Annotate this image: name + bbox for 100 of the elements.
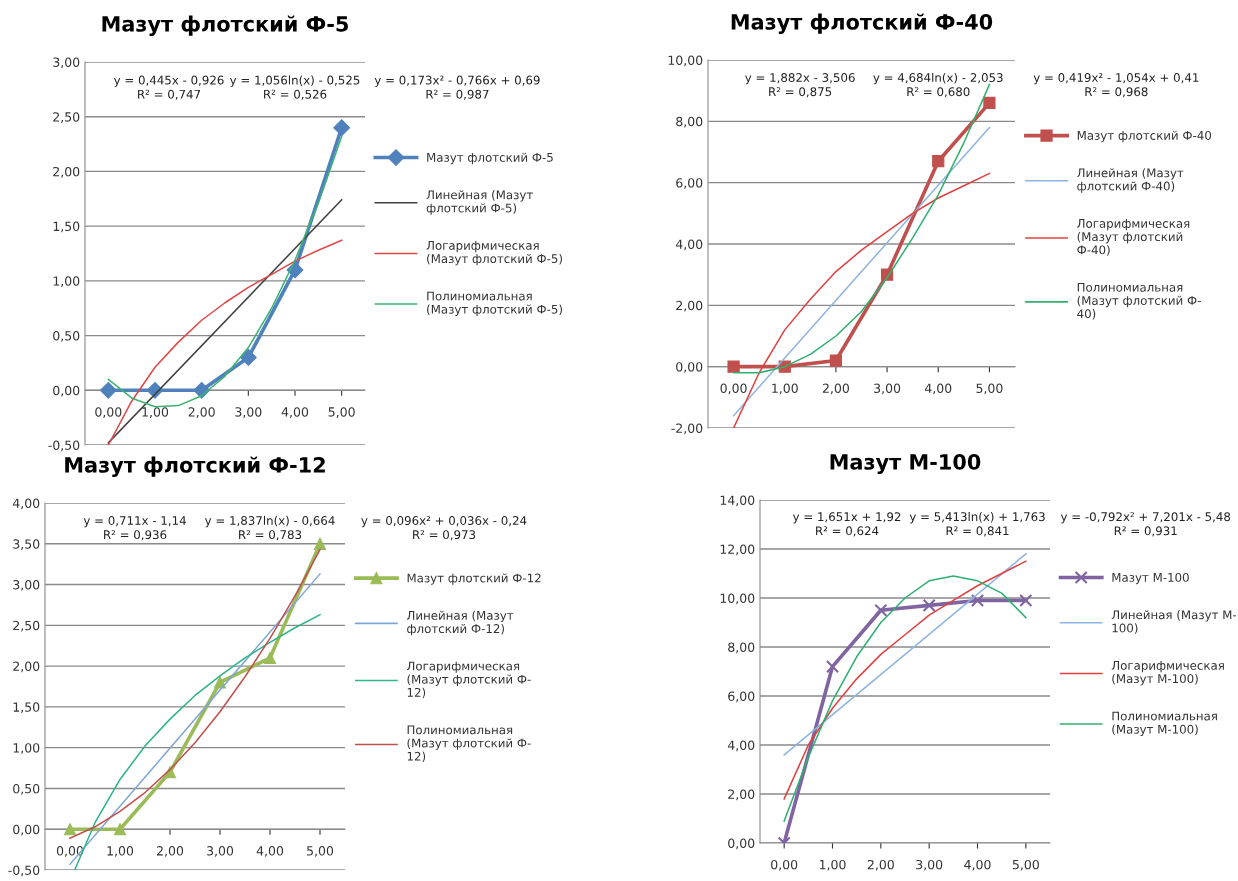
text: y = 0,419x² - 1,054x + 0,41 R² = 0,968 — [1033, 73, 1199, 98]
point — [239, 349, 257, 366]
point — [932, 155, 945, 168]
x-tick-label: 5,00 — [976, 383, 1003, 395]
annotation: y = 1,837ln(x) - 0,664 R² = 0,783 — [205, 515, 335, 541]
x-tick-label: 5,00 — [1012, 859, 1039, 871]
point — [213, 676, 227, 689]
chart-title: Мазут флотский Ф-5 — [102, 15, 348, 36]
y-tick-label: 6,00 — [676, 178, 703, 189]
legend-label: Линейная (Мазут флотский Ф-40) — [1077, 168, 1184, 193]
chart-title: Мазут М-100 — [830, 453, 981, 474]
point — [874, 603, 888, 617]
annotation: y = 1,056ln(x) - 0,525 R² = 0,526 — [230, 75, 360, 100]
point — [970, 593, 985, 608]
point — [113, 823, 127, 836]
x-tick-label: 3,00 — [874, 383, 901, 395]
annotation: y = 1,651x + 1,92 R² = 0,624 — [792, 512, 901, 537]
point — [829, 354, 843, 367]
x-tick-label: 2,00 — [188, 407, 215, 418]
x-tick-label: 0,00 — [95, 407, 122, 418]
y-tick-label: 1,50 — [53, 221, 80, 233]
point — [63, 823, 77, 836]
legend-label: Мазут флотский Ф-5 — [427, 152, 553, 165]
point — [922, 598, 936, 612]
chart-title: Мазут флотский Ф-12 — [65, 456, 325, 477]
point — [1019, 593, 1033, 608]
y-tick-label: 2,50 — [53, 112, 80, 123]
y-tick-label: 8,00 — [676, 116, 703, 128]
y-tick-label: 0,50 — [53, 331, 80, 342]
y-tick-label: 0,50 — [13, 783, 40, 795]
x-tick-label: 5,00 — [307, 846, 334, 857]
annotation: y = 5,413ln(x) + 1,763 R² = 0,841 — [909, 512, 1045, 537]
point — [99, 381, 117, 399]
x-tick-label: 1,00 — [819, 859, 846, 871]
text: y = 0,173x² - 0,766x + 0,69 R² = 0,987 — [374, 75, 540, 100]
chart-title: Мазут флотский Ф-40 — [731, 13, 993, 34]
legend-label: Логарифмическая (Мазут флотский Ф-40) — [1077, 219, 1190, 256]
x-tick-label: 1,00 — [142, 407, 169, 418]
legend-label: Полиномиальная (Мазут флотский Ф- 40) — [1077, 282, 1201, 320]
point — [727, 360, 740, 373]
legend-label: Линейная (Мазут флотский Ф-12) — [406, 610, 514, 636]
x-tick-label: 2,00 — [867, 859, 894, 871]
y-tick-label: 4,00 — [727, 740, 755, 752]
x-tick-label: 3,00 — [235, 407, 262, 418]
point — [263, 651, 277, 665]
y-tick-label: 2,50 — [13, 620, 40, 632]
y-tick-label: 1,50 — [13, 702, 40, 714]
text: y = -0,792x² + 7,201x - 5,48 R² = 0,931 — [1060, 512, 1231, 537]
legend-label: Логарифмическая (Мазут флотский Ф- 12) — [406, 661, 531, 699]
legend-label: Логарифмическая (Мазут флотский Ф-5) — [426, 241, 562, 266]
y-tick-label: 10,00 — [668, 55, 703, 67]
y-tick-label: 6,00 — [728, 691, 755, 703]
point — [333, 119, 351, 137]
x-tick-label: 3,00 — [207, 846, 234, 857]
y-tick-label: 1,00 — [53, 276, 80, 288]
legend-label: Мазут флотский Ф-12 — [407, 573, 541, 585]
y-tick-label: 3,00 — [13, 580, 40, 591]
x-tick-label: 1,00 — [107, 846, 134, 857]
legend-label: Линейная (Мазут М- 100) — [1111, 610, 1237, 634]
x-tick-label: 4,00 — [964, 859, 991, 871]
legend-label: Полиномиальная (Мазут флотский Ф-5) — [427, 291, 562, 316]
annotation: y = 0,711x - 1,14 R² = 0,936 — [83, 516, 186, 541]
y-tick-label: 14,00 — [720, 495, 755, 507]
annotation: y = 1,882x - 3,506 R² = 0,875 — [745, 73, 855, 98]
y-tick-label: 2,00 — [53, 166, 80, 178]
legend-label: Линейная (Мазут флотский Ф-5) — [426, 190, 533, 215]
y-tick-label: 10,00 — [720, 593, 755, 605]
text: y = 0,096x² + 0,036x - 0,24 R² = 0,973 — [361, 516, 527, 541]
x-tick-label: 0,00 — [771, 859, 798, 871]
y-tick-label: 3,50 — [13, 539, 40, 550]
x-tick-label: 3,00 — [916, 859, 943, 871]
legend-label: Мазут М-100 — [1112, 572, 1189, 585]
x-tick-label: 1,00 — [772, 383, 798, 395]
legend-label: Мазут флотский Ф-40 — [1077, 130, 1212, 143]
legend-label: Полиномиальная (Мазут флотский Ф- 12) — [407, 725, 531, 763]
x-tick-label: 2,00 — [157, 846, 184, 857]
y-tick-label: 4,00 — [675, 239, 703, 251]
x-tick-label: 5,00 — [328, 407, 355, 418]
legend-label: Логарифмическая (Мазут М-100) — [1111, 661, 1224, 686]
point — [983, 96, 996, 110]
y-tick-label: 4,00 — [12, 498, 40, 510]
y-tick-label: 1,00 — [13, 743, 40, 754]
annotation: y = 4,684ln(x) - 2,053 R² = 0,680 — [873, 72, 1003, 98]
annotation: y = 0,445x - 0,926 R² = 0,747 — [113, 75, 224, 100]
y-tick-label: 2,00 — [676, 300, 703, 312]
point — [313, 537, 327, 550]
y-tick-label: 2,00 — [13, 661, 40, 673]
point — [825, 660, 840, 674]
y-tick-label: 3,00 — [53, 57, 80, 69]
y-tick-label: 8,00 — [728, 642, 755, 654]
y-tick-label: -0,50 — [48, 440, 80, 452]
y-tick-label: 0,00 — [676, 362, 703, 373]
y-tick-label: 0,00 — [13, 824, 40, 836]
y-tick-label: -0,50 — [8, 865, 40, 877]
x-tick-label: 4,00 — [281, 407, 309, 418]
x-tick-label: 4,00 — [924, 383, 952, 395]
y-tick-label: 2,00 — [728, 789, 755, 801]
y-tick-label: 12,00 — [720, 544, 755, 556]
y-tick-label: -2,00 — [671, 423, 703, 435]
legend-label: Полиномиальная (Мазут М-100) — [1112, 711, 1217, 736]
